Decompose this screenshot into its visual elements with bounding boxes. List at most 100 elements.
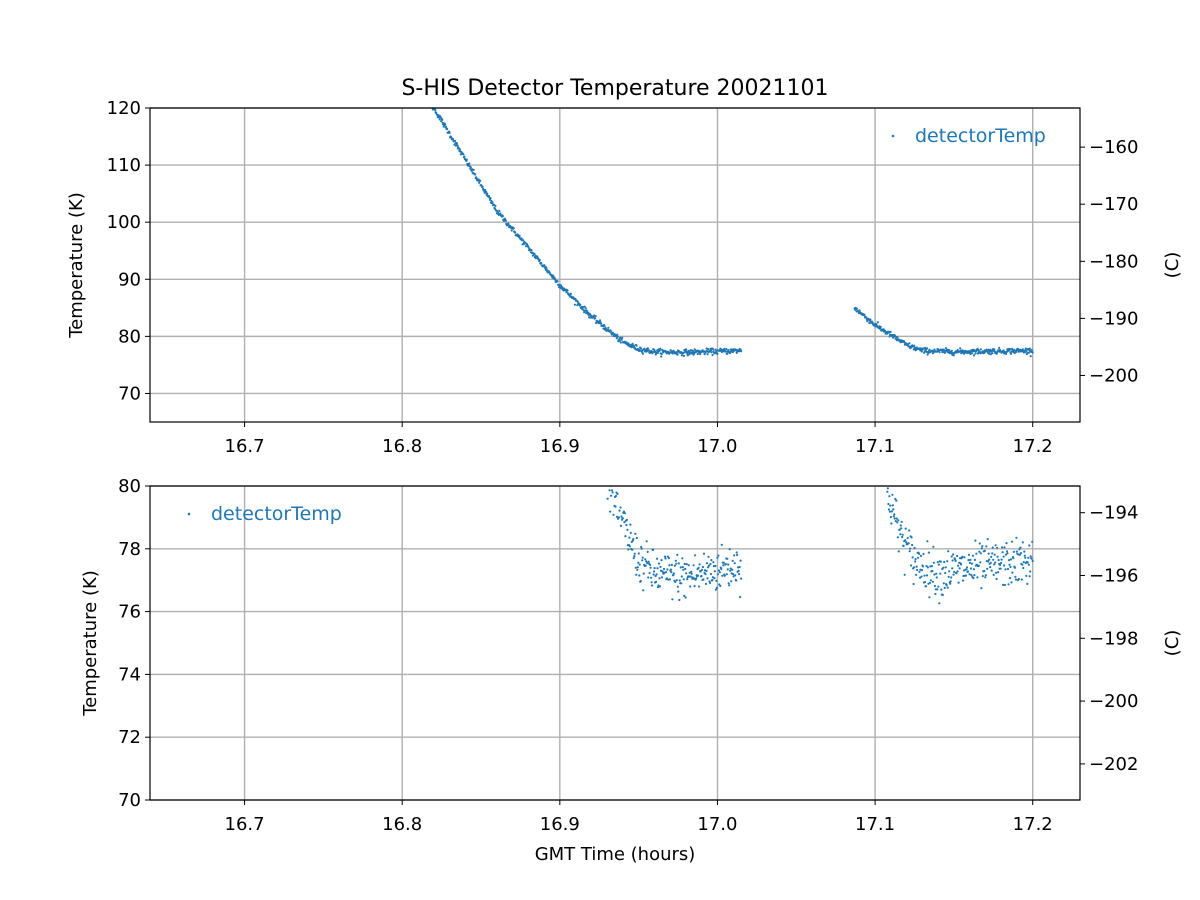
data-point (999, 563, 1002, 567)
x-tick-label: 16.8 (382, 814, 422, 835)
data-point (728, 548, 731, 551)
data-point (707, 348, 710, 351)
data-point (905, 541, 908, 544)
data-point (939, 572, 942, 575)
data-point (856, 307, 859, 310)
data-point (711, 353, 714, 357)
data-point (889, 515, 893, 519)
data-point (993, 553, 996, 556)
data-point (1015, 350, 1018, 353)
data-point (941, 593, 944, 597)
data-point (895, 517, 898, 520)
data-point (1031, 559, 1034, 563)
data-point (512, 227, 515, 230)
data-point (660, 352, 663, 356)
data-point (710, 351, 713, 354)
data-point (899, 524, 902, 527)
data-point (935, 576, 938, 579)
top-panel-y-axis-label: Temperature (K) (66, 192, 87, 339)
data-point (939, 560, 942, 563)
data-point (711, 578, 714, 582)
data-point (897, 550, 900, 553)
data-point (937, 563, 940, 566)
data-point (639, 579, 642, 583)
data-point (994, 544, 997, 547)
data-point (676, 353, 679, 356)
data-point (1009, 565, 1012, 569)
data-point (684, 567, 687, 571)
data-point (675, 562, 678, 565)
data-point (675, 579, 678, 582)
data-point (951, 559, 954, 562)
data-point (740, 577, 743, 580)
data-point (469, 166, 472, 169)
data-point (706, 353, 709, 356)
data-point (988, 558, 991, 561)
data-point (556, 280, 559, 283)
data-point (453, 139, 457, 142)
data-point (646, 562, 649, 565)
data-point (701, 565, 705, 569)
data-point (989, 561, 992, 565)
data-point (1026, 561, 1029, 564)
data-point (707, 564, 711, 567)
data-point (650, 581, 653, 584)
bottom-panel-legend-label: detectorTemp (211, 503, 342, 525)
data-point (938, 351, 941, 354)
y-tick-label: 74 (118, 664, 141, 685)
data-point (1018, 553, 1022, 556)
data-point (1003, 546, 1006, 549)
top-panel-legend: detectorTemp (891, 125, 1046, 147)
data-point (657, 562, 661, 565)
data-point (1008, 577, 1012, 580)
data-point (992, 573, 995, 577)
data-point (727, 582, 730, 585)
data-point (682, 568, 685, 571)
data-point (918, 570, 921, 573)
data-point (961, 555, 964, 558)
data-point (1014, 578, 1018, 581)
data-point (933, 348, 936, 351)
data-point (937, 585, 940, 588)
data-point (978, 550, 981, 553)
data-point (952, 553, 955, 556)
data-point (1029, 570, 1032, 573)
data-point (736, 553, 739, 557)
data-point (940, 588, 943, 591)
data-point (947, 550, 950, 553)
data-point (896, 536, 899, 539)
data-point (559, 284, 563, 287)
data-point (621, 517, 625, 520)
data-point (713, 570, 717, 573)
data-point (446, 127, 449, 130)
data-point (970, 562, 974, 565)
data-point (674, 559, 677, 562)
data-point (1005, 352, 1008, 355)
data-point (926, 347, 929, 350)
data-point (980, 547, 983, 550)
y-tick-label: 72 (118, 727, 141, 748)
data-point (720, 543, 723, 546)
data-point (634, 532, 637, 535)
data-point (913, 566, 916, 569)
data-point (945, 584, 948, 587)
data-point (980, 587, 983, 590)
data-point (944, 571, 947, 575)
data-point (666, 568, 669, 571)
data-point (681, 557, 684, 560)
data-point (894, 497, 897, 501)
data-point (664, 557, 667, 560)
data-point (866, 320, 869, 323)
data-point (995, 352, 998, 355)
data-point (616, 492, 619, 495)
data-point (444, 123, 447, 126)
data-point (688, 353, 691, 356)
data-point (717, 554, 720, 557)
data-point (522, 239, 525, 242)
data-point (952, 354, 955, 357)
data-point (933, 584, 937, 588)
data-point (724, 563, 727, 566)
x-tick-label: 17.0 (697, 436, 737, 457)
data-point (448, 131, 451, 134)
data-point (990, 569, 993, 572)
